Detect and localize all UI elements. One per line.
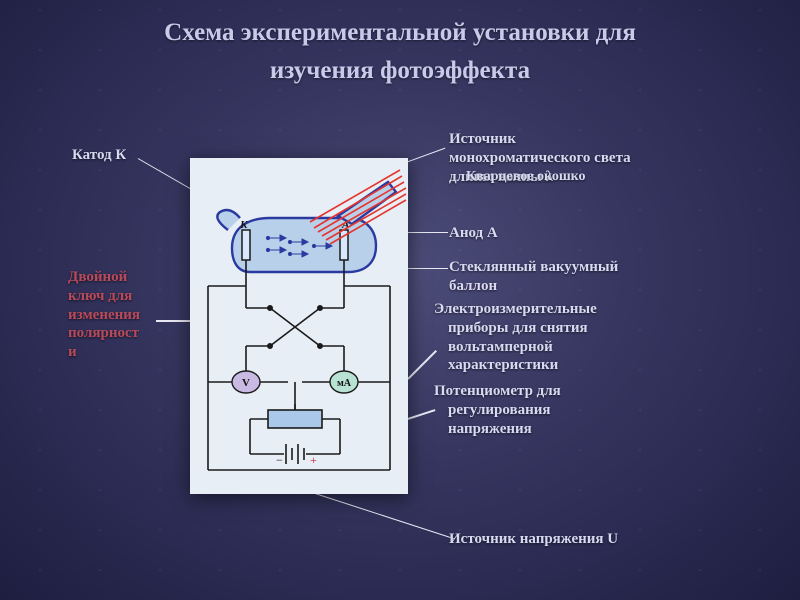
label-light-2: монохроматического света (449, 149, 631, 168)
title-line-1: Схема экспериментальной установки для (164, 19, 636, 46)
label-balloon-2: баллон (449, 277, 618, 296)
label-balloon-1: Стеклянный вакуумный (449, 258, 618, 277)
label-meters-1: Электроизмерительные (434, 300, 597, 319)
label-double-key-1: Двойной (68, 268, 140, 287)
label-meters-2: приборы для снятия (448, 319, 597, 338)
wires (208, 260, 390, 470)
label-double-key-2: ключ для (68, 287, 140, 306)
cathode-plate (242, 230, 250, 260)
page-title: Схема экспериментальной установки для из… (0, 14, 800, 89)
connector-voltage (312, 492, 455, 539)
ammeter-label: мА (337, 378, 352, 389)
title-line-2: изучения фотоэффекта (270, 57, 530, 84)
label-meters-3: вольтамперной (448, 338, 597, 357)
voltmeter: V (232, 371, 260, 393)
connector-meters (407, 350, 437, 380)
label-quartz: Кварцевое окошко (466, 168, 586, 186)
label-double-key-4: полярност (68, 324, 140, 343)
label-double-key-3: изменения (68, 306, 140, 325)
label-cathode: Катод К (72, 146, 126, 165)
battery-plus: + (310, 453, 317, 467)
label-anode: Анод А (449, 224, 498, 243)
circuit-svg: K A (190, 158, 408, 494)
voltmeter-label: V (242, 377, 250, 389)
label-light-1: Источник (449, 130, 631, 149)
label-pot-1: Потенциометр для (434, 382, 561, 401)
label-voltage: Источник напряжения U (449, 530, 618, 549)
circuit-diagram: K A (190, 158, 408, 494)
ammeter: мА (330, 371, 358, 393)
electrode-k-label: K (239, 219, 248, 231)
battery-minus: − (276, 453, 283, 467)
label-pot-2: регулирования (448, 401, 561, 420)
label-pot-3: напряжения (448, 420, 561, 439)
label-double-key-5: и (68, 343, 140, 362)
label-meters-4: характеристики (448, 356, 597, 375)
